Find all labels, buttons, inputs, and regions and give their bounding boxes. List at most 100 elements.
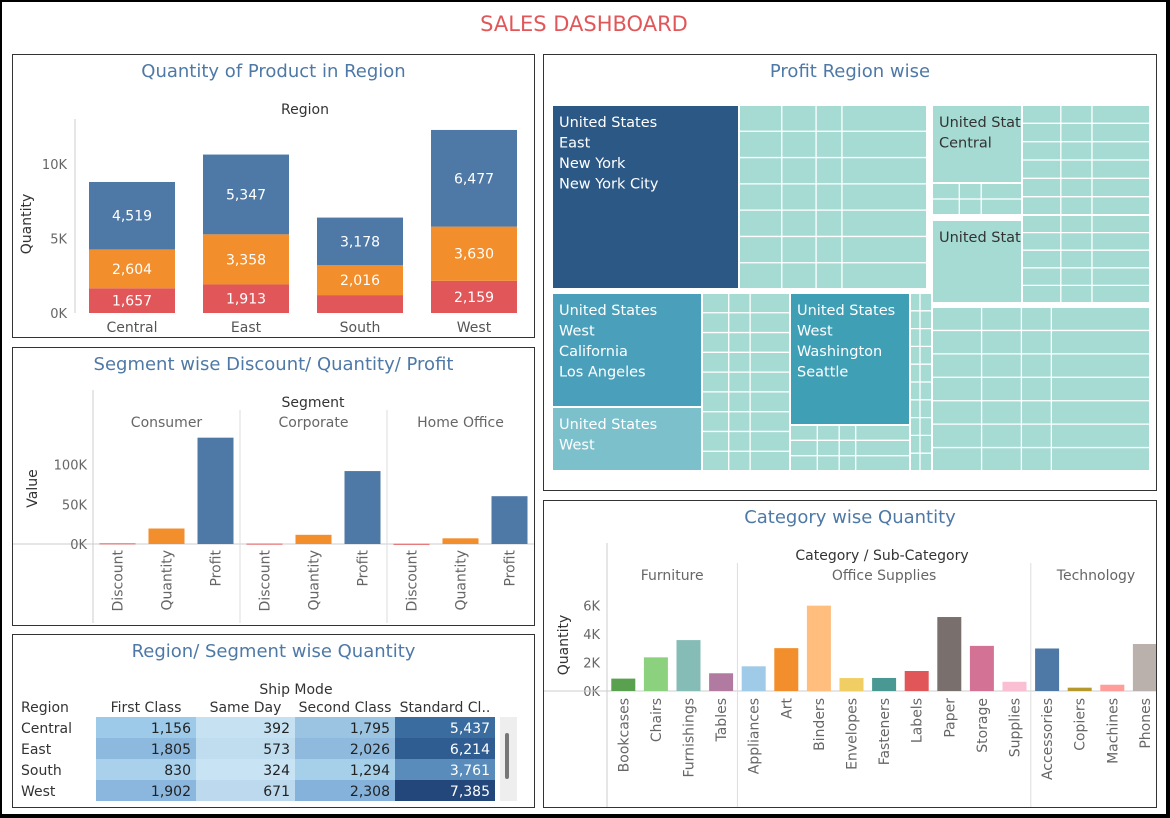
table-cell	[96, 759, 196, 780]
region-segment-table: Ship Mode Region First Class Same Day Second…	[21, 682, 517, 801]
treemap-border	[551, 104, 1151, 472]
table-cell-value: 3,761	[450, 763, 490, 779]
sub-category-tick-label: Appliances	[747, 698, 763, 774]
table-cell-value: 7,385	[450, 784, 490, 800]
table-cell	[295, 738, 395, 759]
sub-category-bar	[676, 640, 701, 691]
treemap-tile	[1021, 214, 1151, 304]
sub-category-bar	[937, 617, 962, 691]
table-cell	[295, 717, 395, 738]
bar-value-label: 1,913	[226, 292, 266, 308]
bar-value-label: 3,178	[340, 234, 380, 250]
table-cell-value: 573	[263, 742, 290, 758]
treemap-label: United States	[939, 230, 1037, 246]
treemap-label: Central	[939, 136, 992, 152]
category-title: Category wise Quantity	[744, 507, 956, 528]
bar-value-label: 5,347	[226, 187, 266, 203]
bar-value-label: 1,657	[112, 294, 152, 310]
stacked-bar-segment	[89, 249, 175, 289]
measure-tick-label: Profit	[503, 550, 519, 587]
region-tick-label: Central	[107, 320, 158, 336]
measure-bar	[246, 543, 283, 545]
sub-category-bar	[741, 666, 766, 691]
sub-category-bar	[839, 678, 864, 691]
profit-region-title: Profit Region wise	[769, 61, 931, 82]
category-label: Office Supplies	[832, 568, 937, 584]
table-cell-value: 1,795	[350, 721, 390, 737]
measure-tick-label: Discount	[405, 549, 421, 611]
y-tick-label: 0K	[70, 538, 87, 553]
table-cell-value: 1,156	[151, 721, 191, 737]
treemap-tile	[931, 306, 1151, 472]
sub-category-bar	[969, 645, 994, 691]
treemap-tile	[701, 292, 791, 472]
table-cell	[196, 717, 295, 738]
category-header: Category / Sub-Category	[795, 548, 968, 564]
stacked-bar-segment	[203, 154, 289, 235]
bar-value-label: 2,159	[454, 290, 494, 306]
treemap-label: Los Angeles	[559, 365, 646, 381]
category-panel: Category wise Quantity Category / Sub-Ca…	[543, 500, 1157, 808]
y-tick-label: 4K	[583, 628, 600, 643]
table-cell-value: 2,026	[350, 742, 390, 758]
sub-category-tick-label: Bookcases	[616, 698, 632, 772]
treemap-tile	[789, 292, 911, 426]
sub-category-tick-label: Copiers	[1073, 698, 1089, 751]
region-column-header: Region	[21, 700, 69, 716]
y-tick-label: 50K	[62, 498, 88, 513]
treemap-label: California	[559, 344, 628, 360]
table-cell	[395, 780, 495, 801]
ship-mode-column-header: Second Class	[299, 700, 392, 716]
segment-panel: Segment wise Discount/ Quantity/ Profit …	[12, 347, 535, 626]
treemap-label: New York City	[559, 177, 659, 193]
treemap-tile	[551, 104, 740, 290]
table-cell	[395, 759, 495, 780]
treemap-label: United States	[559, 303, 657, 319]
treemap-label: West	[559, 438, 595, 454]
stacked-bar-segment	[431, 129, 517, 227]
sub-category-tick-label: Storage	[975, 698, 991, 753]
dashboard-title: SALES DASHBOARD	[480, 12, 688, 36]
sub-category-bar	[1132, 644, 1156, 691]
ship-mode-column-header: First Class	[111, 700, 182, 716]
ship-mode-column-header: Same Day	[210, 700, 282, 716]
region-header: Region	[281, 102, 329, 118]
treemap-label: West	[559, 324, 595, 340]
table-cell-value: 671	[263, 784, 290, 800]
table-scrollbar-thumb[interactable]	[505, 733, 509, 779]
stacked-bar-segment	[89, 181, 175, 250]
y-tick-label: 100K	[54, 459, 88, 474]
measure-bar	[148, 528, 185, 544]
treemap-label: East	[559, 136, 591, 152]
measure-tick-label: Discount	[111, 549, 127, 611]
sub-category-bar	[1067, 687, 1092, 691]
table-cell-value: 1,294	[350, 763, 390, 779]
treemap-tile	[551, 292, 703, 408]
sub-category-bar	[904, 671, 929, 691]
profit-region-panel: Profit Region wise United States East New …	[543, 54, 1157, 491]
treemap-label: United States	[559, 417, 657, 433]
stacked-bar-segment	[431, 226, 517, 281]
bar-value-label: 4,519	[112, 209, 152, 225]
table-cell	[295, 780, 395, 801]
quantity-axis-label: Quantity	[19, 194, 35, 255]
measure-tick-label: Quantity	[307, 550, 323, 611]
category-label: Technology	[1056, 568, 1135, 584]
table-cell	[196, 759, 295, 780]
y-tick-label: 5K	[50, 232, 67, 247]
measure-bar	[393, 543, 430, 545]
bar-value-label: 6,477	[454, 171, 494, 187]
treemap-label: New York	[559, 156, 626, 172]
stacked-bar-segment	[89, 288, 175, 313]
sub-category-tick-label: Fasteners	[877, 698, 893, 765]
sub-category-tick-label: Accessories	[1040, 698, 1056, 780]
sub-category-tick-label: Chairs	[649, 698, 665, 742]
table-cell	[196, 738, 295, 759]
region-row-label: East	[21, 742, 52, 758]
sub-category-bar	[611, 678, 636, 691]
sub-category-bar	[1100, 684, 1125, 691]
region-row-label: West	[21, 784, 56, 800]
segment-label: Home Office	[417, 415, 504, 431]
region-segment-title: Region/ Segment wise Quantity	[131, 641, 416, 662]
table-cell-value: 324	[263, 763, 290, 779]
